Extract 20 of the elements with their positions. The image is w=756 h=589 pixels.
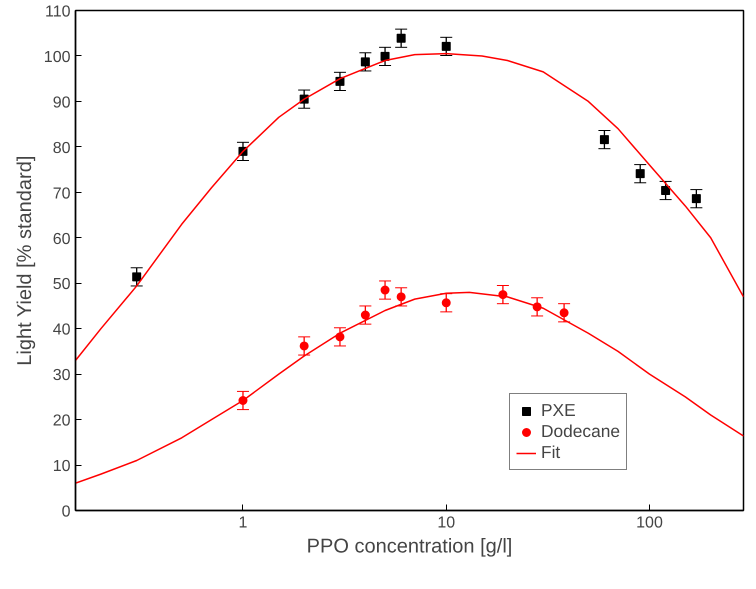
y-tick-label: 110 (44, 4, 71, 20)
y-tick-label: 80 (52, 140, 71, 157)
x-tick-label: 1 (238, 514, 248, 532)
x-tick-label: 100 (636, 514, 663, 532)
x-tick-label: 10 (437, 514, 456, 532)
y-tick-label: 40 (52, 322, 71, 339)
legend-label: Dodecane (541, 421, 620, 442)
y-tick-label: 90 (52, 94, 71, 112)
legend-label: Fit (541, 442, 561, 463)
legend-label: PXE (541, 400, 576, 421)
y-axis-title: Light Yield [% standard] (14, 156, 36, 366)
y-tick-label: 0 (62, 504, 71, 520)
y-tick-label: 20 (52, 412, 71, 430)
y-tick-label: 60 (52, 230, 71, 248)
y-tick-label: 10 (52, 458, 71, 476)
y-tick-label: 100 (44, 48, 71, 66)
y-tick-label: 70 (52, 185, 71, 202)
y-tick-label: 50 (52, 276, 71, 294)
x-axis-title: PPO concentration [g/l] (306, 536, 512, 558)
y-tick-label: 30 (52, 367, 71, 384)
